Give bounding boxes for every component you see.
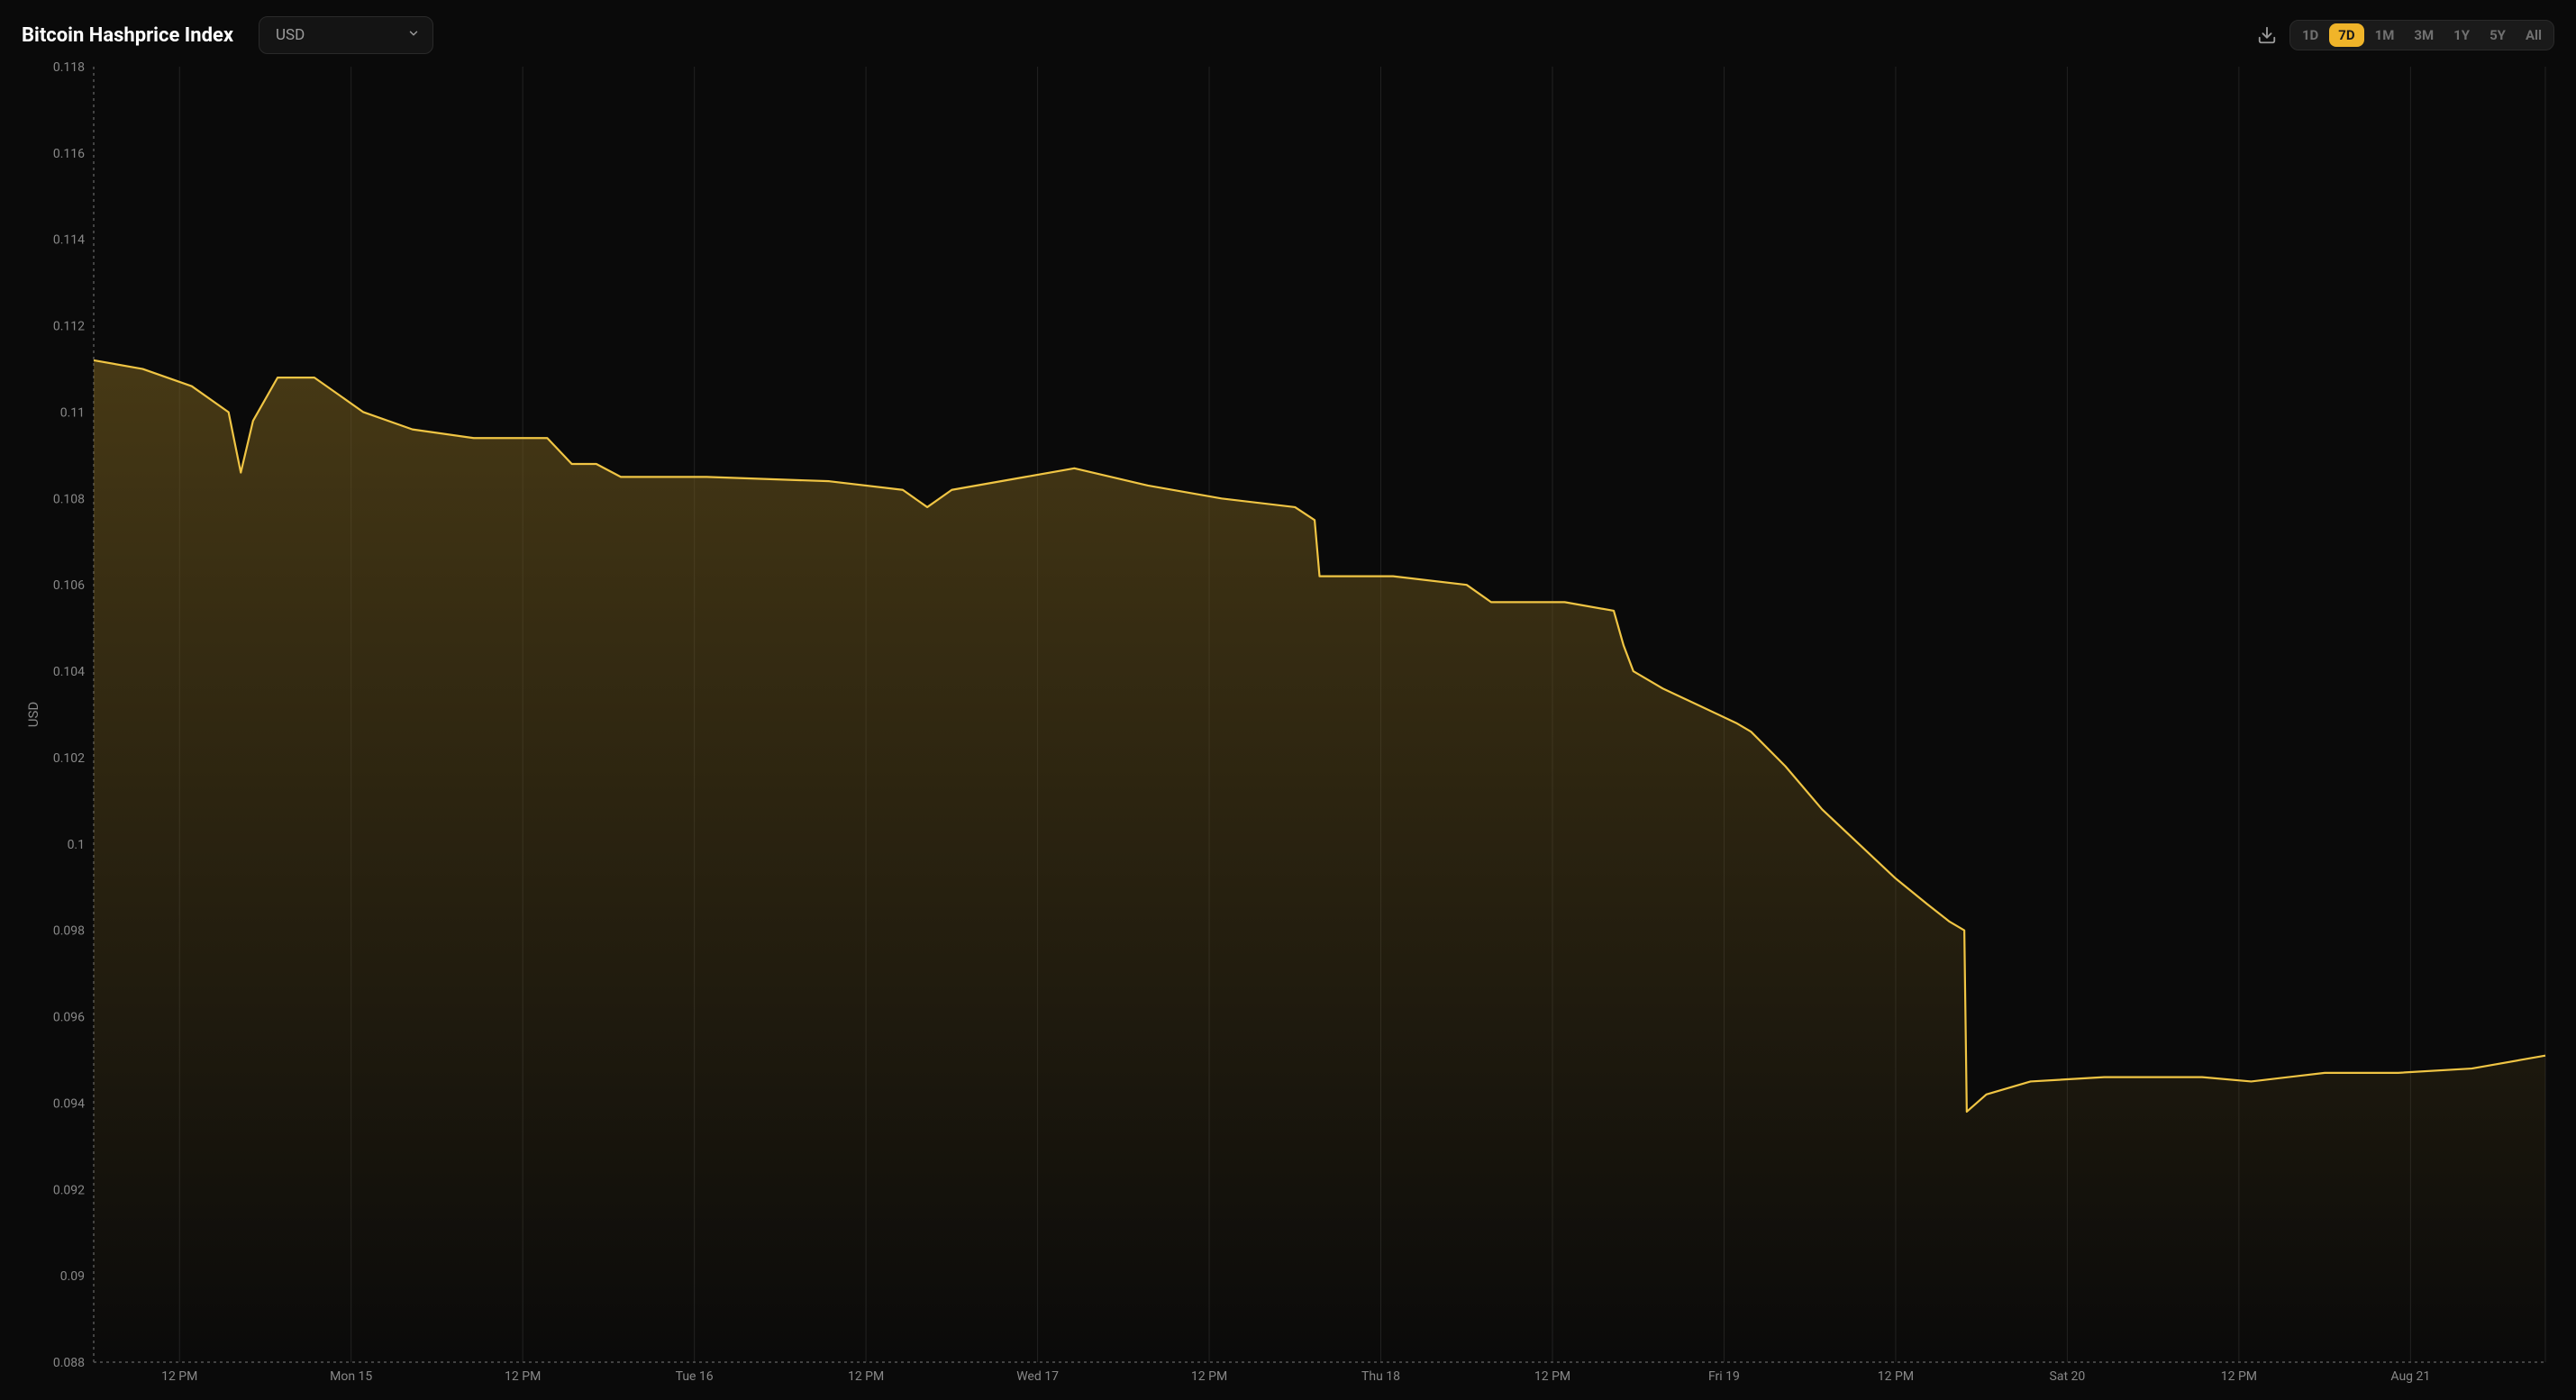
svg-text:0.106: 0.106: [53, 578, 85, 593]
range-3m[interactable]: 3M: [2405, 23, 2443, 47]
svg-text:12 PM: 12 PM: [1878, 1369, 1914, 1384]
svg-text:Wed 17: Wed 17: [1016, 1369, 1059, 1384]
range-1d[interactable]: 1D: [2293, 23, 2327, 47]
svg-text:Tue 16: Tue 16: [676, 1369, 714, 1384]
svg-text:0.096: 0.096: [53, 1011, 85, 1025]
svg-text:12 PM: 12 PM: [1534, 1369, 1570, 1384]
currency-select-value: USD: [276, 26, 305, 44]
download-icon[interactable]: [2257, 25, 2277, 45]
svg-text:0.09: 0.09: [60, 1269, 85, 1284]
svg-text:12 PM: 12 PM: [161, 1369, 197, 1384]
svg-text:Sat 20: Sat 20: [2050, 1369, 2086, 1384]
svg-text:0.1: 0.1: [68, 838, 85, 852]
svg-text:Mon 15: Mon 15: [330, 1369, 372, 1384]
svg-text:0.102: 0.102: [53, 751, 85, 766]
chevron-down-icon: [407, 26, 420, 44]
svg-text:0.116: 0.116: [53, 147, 85, 161]
svg-text:Aug 21: Aug 21: [2390, 1369, 2430, 1384]
svg-text:0.108: 0.108: [53, 492, 85, 506]
svg-text:USD: USD: [25, 702, 41, 727]
svg-text:0.092: 0.092: [53, 1183, 85, 1197]
time-range-selector: 1D7D1M3M1Y5YAll: [2289, 20, 2554, 50]
svg-text:0.088: 0.088: [53, 1356, 85, 1370]
chart-title: Bitcoin Hashprice Index: [22, 24, 233, 47]
svg-text:0.11: 0.11: [60, 405, 85, 420]
svg-text:0.104: 0.104: [53, 665, 85, 679]
range-5y[interactable]: 5Y: [2480, 23, 2515, 47]
svg-text:0.114: 0.114: [53, 233, 85, 248]
svg-text:12 PM: 12 PM: [1191, 1369, 1227, 1384]
range-1y[interactable]: 1Y: [2444, 23, 2479, 47]
range-7d[interactable]: 7D: [2329, 23, 2363, 47]
svg-text:0.118: 0.118: [53, 61, 85, 75]
svg-text:12 PM: 12 PM: [2221, 1369, 2257, 1384]
svg-text:0.098: 0.098: [53, 924, 85, 939]
currency-select[interactable]: USD: [259, 16, 433, 54]
svg-text:12 PM: 12 PM: [848, 1369, 884, 1384]
range-all[interactable]: All: [2517, 23, 2551, 47]
chart-header: Bitcoin Hashprice Index USD 1D7D1M3M1Y5Y…: [22, 16, 2554, 54]
hashprice-chart: 0.088 0.09 0.092 0.094 0.096 0.098 0.1 0.102 0.1…: [22, 61, 2554, 1389]
range-1m[interactable]: 1M: [2366, 23, 2404, 47]
svg-text:Thu 18: Thu 18: [1361, 1369, 1400, 1384]
svg-text:Fri 19: Fri 19: [1708, 1369, 1740, 1384]
svg-text:12 PM: 12 PM: [505, 1369, 541, 1384]
svg-text:0.112: 0.112: [53, 320, 85, 334]
svg-text:0.094: 0.094: [53, 1096, 85, 1111]
